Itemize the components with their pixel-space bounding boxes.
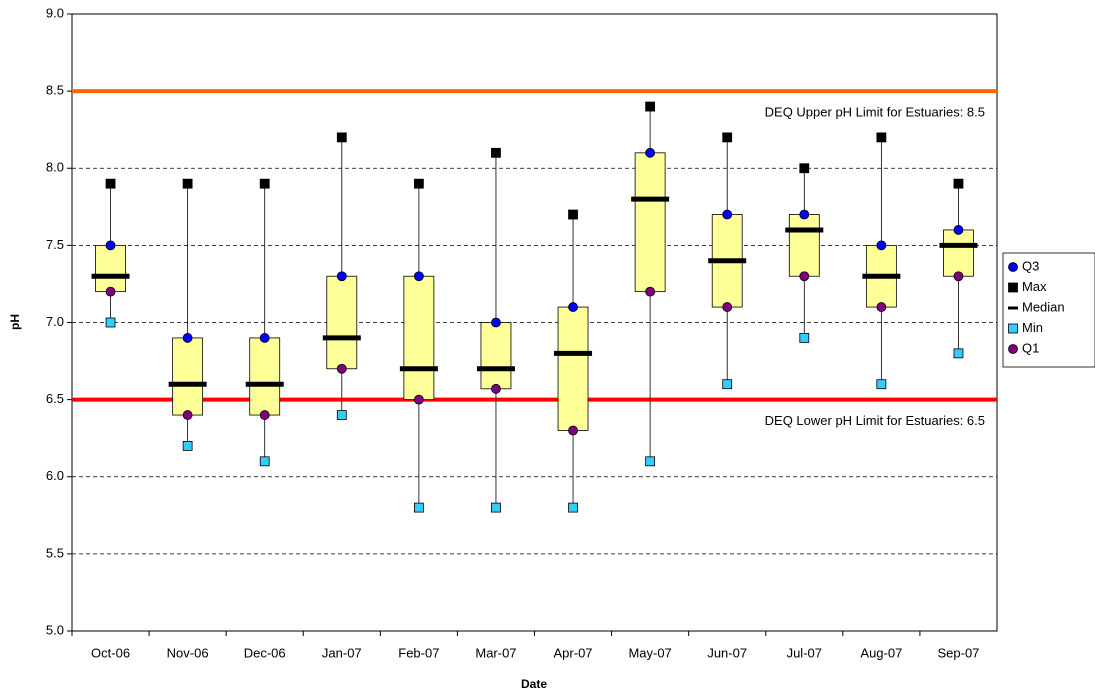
x-tick-label: Jan-07 (322, 645, 362, 660)
legend-marker (1008, 262, 1018, 272)
legend-marker (1008, 323, 1018, 334)
box (788, 214, 820, 277)
marker (491, 317, 501, 328)
marker (953, 225, 964, 235)
legend-marker (1008, 282, 1018, 293)
reference-label: DEQ Upper pH Limit for Estuaries: 8.5 (765, 105, 985, 120)
marker (182, 410, 193, 420)
x-tick-label: Feb-07 (398, 645, 439, 660)
marker (568, 502, 578, 513)
marker (953, 348, 964, 359)
marker (182, 333, 193, 343)
x-tick-label: Aug-07 (860, 645, 902, 660)
y-tick-label: 5.0 (46, 622, 64, 637)
x-tick-label: Sep-07 (937, 645, 979, 660)
marker (491, 502, 501, 513)
marker (568, 425, 578, 436)
box (95, 244, 126, 293)
marker (182, 440, 193, 451)
marker (105, 240, 116, 251)
marker (259, 456, 270, 467)
y-tick-label: 9.0 (46, 5, 64, 20)
marker (336, 363, 347, 374)
marker (722, 132, 733, 143)
marker (876, 132, 887, 143)
y-tick-label: 6.5 (46, 391, 64, 406)
legend-marker (1008, 344, 1018, 354)
y-tick-label: 8.5 (46, 83, 64, 98)
marker (799, 333, 810, 343)
x-axis-label: Date (521, 677, 547, 691)
marker (953, 178, 964, 189)
marker (722, 379, 733, 390)
y-tick-label: 7.0 (46, 314, 64, 329)
marker (568, 302, 578, 312)
x-tick-label: Jul-07 (787, 645, 822, 660)
marker (259, 333, 270, 343)
x-tick-label: Mar-07 (475, 645, 516, 660)
marker (722, 302, 733, 312)
box (943, 229, 974, 277)
legend-box (1002, 252, 1095, 368)
marker (491, 383, 501, 394)
marker (645, 101, 656, 112)
marker (876, 379, 887, 390)
marker (105, 317, 116, 328)
legend-label: Median (1022, 299, 1065, 314)
box (557, 306, 589, 431)
marker (413, 502, 424, 513)
box (326, 275, 358, 370)
marker (568, 209, 578, 220)
legend-label: Min (1022, 320, 1043, 335)
x-tick-label: Oct-06 (91, 645, 130, 660)
marker (645, 286, 656, 297)
box (172, 337, 204, 416)
y-tick-label: 6.0 (46, 468, 64, 483)
marker (413, 394, 424, 405)
box (249, 337, 281, 416)
y-tick-label: 8.0 (46, 160, 64, 175)
marker (259, 410, 270, 420)
marker (336, 410, 347, 420)
x-tick-label: Jun-07 (707, 645, 747, 660)
x-tick-label: May-07 (628, 645, 671, 660)
box (403, 275, 435, 401)
marker (182, 178, 193, 189)
marker (105, 286, 116, 297)
box (480, 322, 512, 390)
marker (336, 271, 347, 282)
marker (799, 163, 810, 174)
x-tick-label: Apr-07 (554, 645, 593, 660)
legend-label: Max (1022, 279, 1047, 294)
marker (876, 302, 887, 312)
marker (105, 178, 116, 189)
marker (953, 271, 964, 282)
y-axis-label: pH (8, 314, 22, 330)
marker (336, 132, 347, 143)
legend-label: Q1 (1022, 340, 1039, 355)
legend-label: Q3 (1022, 258, 1039, 273)
marker (876, 240, 887, 251)
marker (645, 147, 656, 158)
y-tick-label: 5.5 (46, 545, 64, 560)
box (634, 152, 666, 293)
x-tick-label: Nov-06 (167, 645, 209, 660)
marker (799, 209, 810, 220)
reference-label: DEQ Lower pH Limit for Estuaries: 6.5 (765, 413, 985, 428)
marker (413, 271, 424, 282)
marker (722, 209, 733, 220)
marker (259, 178, 270, 189)
marker (413, 178, 424, 189)
marker (645, 456, 656, 467)
marker (491, 147, 501, 158)
marker (799, 271, 810, 282)
y-tick-label: 7.5 (46, 237, 64, 252)
x-tick-label: Dec-06 (244, 645, 286, 660)
